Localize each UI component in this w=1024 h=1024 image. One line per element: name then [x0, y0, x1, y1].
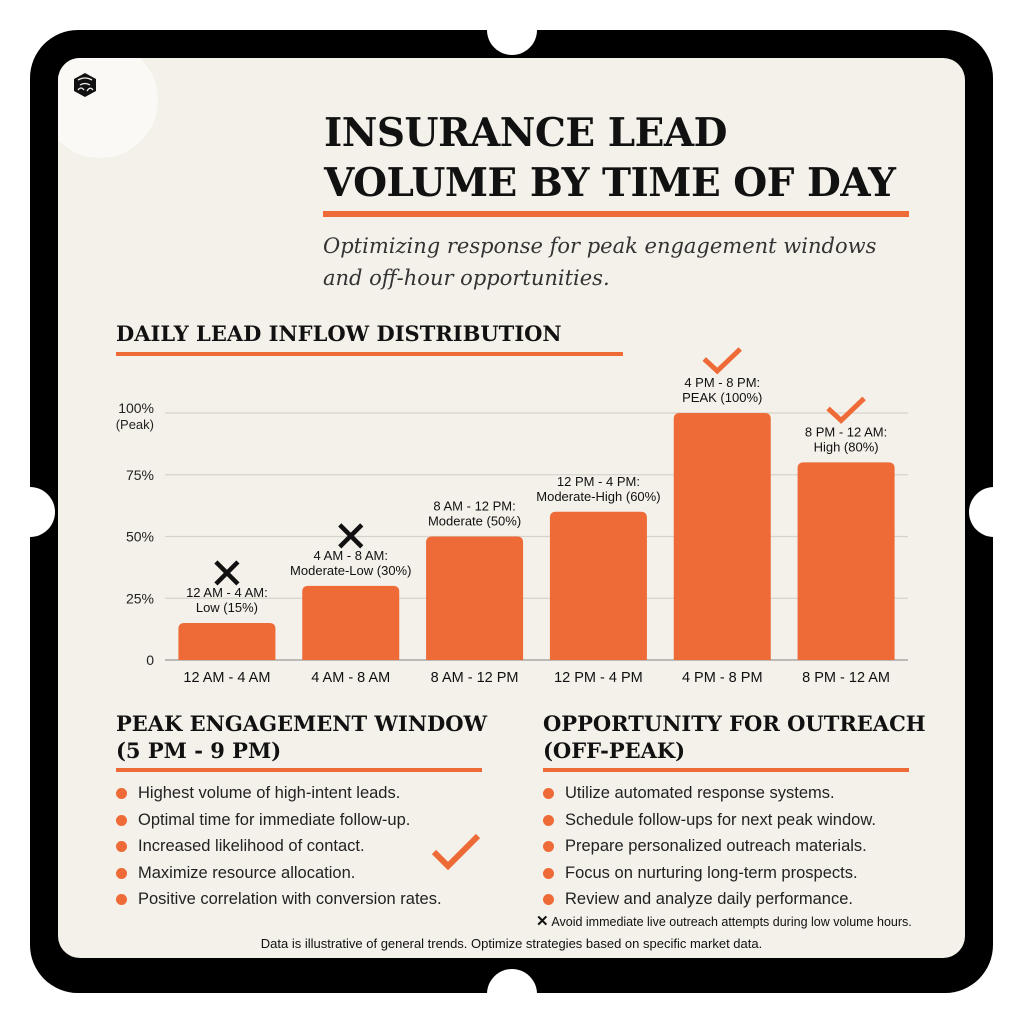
infographic-panel: INSURANCE LEAD VOLUME BY TIME OF DAY Opt… — [58, 58, 965, 958]
cube-logo-icon — [74, 73, 96, 97]
cross-icon — [214, 560, 240, 586]
peak-list: Highest volume of high-intent leads. Opti… — [116, 780, 442, 913]
peak-rule — [116, 768, 482, 772]
notch-right — [969, 487, 1019, 537]
footer-note: Data is illustrative of general trends. … — [260, 936, 763, 951]
cross-icon — [338, 523, 364, 549]
offpeak-rule — [543, 768, 909, 772]
y-tick-label: 25% — [126, 590, 154, 606]
title-rule — [323, 211, 909, 217]
bar — [178, 622, 276, 660]
peak-title: PEAK ENGAGEMENT WINDOW (5 PM - 9 PM) — [116, 711, 488, 763]
x-tick-label: 4 AM - 8 AM — [311, 670, 390, 686]
list-item: Utilize automated response systems. — [543, 780, 876, 807]
bar — [426, 536, 524, 660]
data-label: 8 PM - 12 AM: — [805, 424, 887, 439]
y-tick-label: 75% — [126, 467, 154, 483]
x-tick-label: 12 AM - 4 AM — [183, 670, 270, 686]
cross-icon: ✕ — [536, 913, 549, 930]
offpeak-note: ✕ Avoid immediate live outreach attempts… — [536, 913, 912, 930]
data-label: 12 AM - 4 AM: — [186, 585, 268, 600]
data-label: Moderate-Low (30%) — [290, 563, 411, 578]
bar — [549, 511, 647, 660]
notch-left — [5, 487, 55, 537]
list-item: Optimal time for immediate follow-up. — [116, 807, 442, 834]
x-tick-label: 12 PM - 4 PM — [554, 670, 643, 686]
check-icon — [431, 833, 481, 871]
subtitle: Optimizing response for peak engagement … — [323, 234, 877, 290]
data-label: 12 PM - 4 PM: — [557, 474, 640, 489]
notch-top — [487, 5, 537, 55]
data-label: Low (15%) — [196, 600, 258, 615]
list-item: Highest volume of high-intent leads. — [116, 780, 442, 807]
chart-title: DAILY LEAD INFLOW DISTRIBUTION — [116, 321, 562, 346]
y-tick-label: 0 — [146, 652, 154, 668]
list-item: Review and analyze daily performance. — [543, 886, 876, 913]
chart-title-rule — [116, 352, 623, 356]
data-label: 4 PM - 8 PM: — [684, 375, 760, 390]
data-label: High (80%) — [814, 439, 879, 454]
offpeak-title: OPPORTUNITY FOR OUTREACH (OFF-PEAK) — [543, 711, 926, 763]
bar-chart: 0 25% 50% 75% 100%(Peak) 12 AM - 4 AM:Low (15… — [116, 347, 908, 686]
y-tick-label: 100% — [118, 400, 154, 416]
y-tick-sublabel: (Peak) — [116, 417, 154, 432]
x-tick-label: 8 AM - 12 PM — [431, 670, 519, 686]
page-title: INSURANCE LEAD VOLUME BY TIME OF DAY — [324, 110, 896, 206]
list-item: Prepare personalized outreach materials. — [543, 833, 876, 860]
bar — [302, 585, 400, 660]
data-label: Moderate-High (60%) — [536, 489, 660, 504]
y-tick-label: 50% — [126, 529, 154, 545]
data-label: 8 AM - 12 PM: — [433, 499, 515, 514]
list-item: Increased likelihood of contact. — [116, 833, 442, 860]
x-tick-label: 4 PM - 8 PM — [682, 670, 763, 686]
list-item: Positive correlation with conversion rat… — [116, 886, 442, 913]
bar — [797, 462, 895, 660]
check-icon — [826, 396, 866, 424]
check-icon — [702, 347, 742, 375]
list-item: Maximize resource allocation. — [116, 860, 442, 887]
notch-bottom — [487, 969, 537, 1019]
x-tick-label: 8 PM - 12 AM — [802, 670, 890, 686]
list-item: Focus on nurturing long-term prospects. — [543, 860, 876, 887]
data-label: PEAK (100%) — [682, 390, 762, 405]
data-label: Moderate (50%) — [428, 514, 521, 529]
offpeak-list: Utilize automated response systems. Sched… — [543, 780, 876, 913]
list-item: Schedule follow-ups for next peak window… — [543, 807, 876, 834]
data-label: 4 AM - 8 AM: — [314, 548, 388, 563]
bar — [673, 413, 771, 660]
